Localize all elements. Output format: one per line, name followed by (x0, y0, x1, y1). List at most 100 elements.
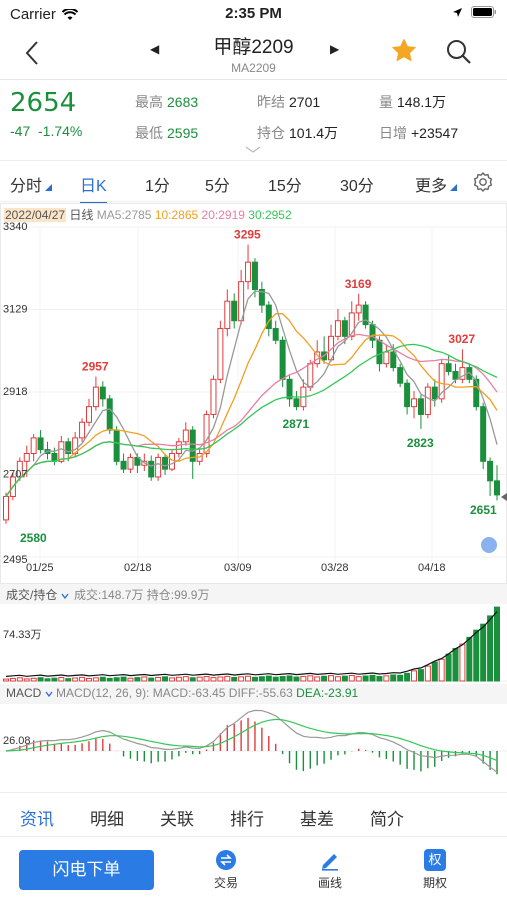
volume-bar (217, 676, 224, 682)
volume-bar (383, 675, 390, 682)
volume-bar (466, 636, 473, 682)
volume-dropdown-icon[interactable] (61, 593, 69, 600)
volume-bar (397, 674, 404, 682)
battery-icon (471, 6, 496, 18)
volume-bar (72, 677, 79, 682)
volume-bar (85, 677, 92, 682)
macd-dropdown-icon[interactable] (45, 691, 53, 698)
dropdown-corner-icon (450, 184, 458, 191)
period-tab[interactable]: 30分 (340, 172, 374, 196)
period-tab[interactable]: 5分 (205, 172, 230, 196)
draw-button[interactable]: 画线 (300, 849, 360, 891)
candle-body (417, 398, 424, 415)
open-interest-cell: 持仓 101.4万 (257, 123, 338, 143)
trade-icon (216, 850, 236, 870)
prev-settle-cell: 昨结 2701 (257, 92, 320, 112)
info-tab[interactable]: 资讯 (20, 805, 54, 840)
next-contract-icon[interactable]: ▶ (330, 42, 340, 56)
volume-legend: 成交/持仓 成交:148.7万 持仓:99.9万 (0, 584, 507, 604)
volume-bar (321, 675, 328, 682)
volume-legend-label[interactable]: 成交/持仓 (6, 588, 58, 602)
candle-body (210, 378, 217, 415)
candle-body (431, 386, 438, 400)
carrier-label: Carrier (10, 6, 56, 23)
change-percent: -1.74% (38, 123, 83, 139)
period-tab[interactable]: 1分 (145, 172, 170, 196)
volume-bar (265, 675, 272, 682)
quick-order-button[interactable]: 闪电下单 (19, 850, 154, 890)
candle-body (23, 453, 30, 462)
candle-body (162, 456, 169, 470)
volume-bar (231, 676, 238, 682)
period-tab-label: 日K (80, 178, 107, 195)
candle-body (113, 429, 120, 462)
period-tab-label: 30分 (340, 178, 374, 195)
info-tab[interactable]: 排行 (230, 810, 264, 829)
candle-body (37, 437, 44, 451)
x-axis-label: 01/25 (26, 562, 54, 574)
period-tab[interactable]: 日K (80, 172, 107, 204)
volume-bar (162, 676, 169, 682)
candle-body (362, 304, 369, 326)
candle-body (85, 406, 92, 423)
candle-body (307, 363, 314, 388)
ma10-line (5, 313, 498, 497)
candle-body (65, 441, 72, 455)
volume-label: 量 (379, 94, 393, 110)
info-tab[interactable]: 关联 (160, 810, 194, 829)
volume-bar (65, 678, 72, 682)
volume-bar (251, 676, 258, 682)
search-icon[interactable] (445, 38, 473, 66)
candle-body (224, 300, 231, 330)
volume-bar (417, 669, 424, 682)
settings-gear-icon[interactable] (472, 171, 494, 193)
carrier-group: Carrier (10, 6, 78, 23)
candle-body (265, 304, 272, 330)
macd-legend-label[interactable]: MACD (6, 686, 42, 700)
info-tab[interactable]: 明细 (90, 810, 124, 829)
volume-bar (369, 674, 376, 682)
volume-bar (127, 677, 134, 682)
quote-panel: 2654 -47 -1.74% 最高 2683 最低 2595 昨结 2701 持仓 1… (0, 80, 507, 158)
volume-bar (376, 675, 383, 682)
trade-button[interactable]: 交易 (196, 849, 256, 891)
low-annotation: 2871 (282, 417, 309, 431)
candle-body (120, 460, 127, 470)
high-cell: 最高 2683 (135, 92, 198, 112)
option-badge: 权 (428, 852, 442, 867)
legend-ma20: 20:2919 (201, 208, 245, 222)
macd-params: MACD(12, 26, 9): (56, 686, 150, 700)
volume-bar (300, 675, 307, 682)
low-cell: 最低 2595 (135, 123, 198, 143)
candle-body (99, 386, 106, 400)
favorite-star-icon[interactable] (391, 38, 417, 64)
wifi-icon (61, 8, 78, 20)
period-tab[interactable]: 更多 (415, 172, 458, 196)
period-tab[interactable]: 分时 (10, 172, 53, 196)
low-annotation: 2651 (470, 503, 497, 517)
expand-chevron-icon[interactable] (245, 146, 261, 154)
period-tabs: 分时 日K 1分 5分 15分 30分 更多 (0, 160, 507, 204)
candle-body (459, 367, 466, 380)
period-tab[interactable]: 15分 (268, 172, 302, 196)
prev-contract-icon[interactable]: ◀ (150, 42, 160, 56)
kline-legend: 2022/04/27 日线 MA5:2785 10:2865 20:2919 3… (4, 206, 292, 223)
volume-bar (182, 676, 189, 682)
x-axis-label: 03/28 (321, 562, 349, 574)
volume-bar (459, 643, 466, 682)
info-tab[interactable]: 简介 (370, 810, 404, 829)
volume-value: 148.1万 (397, 94, 447, 110)
candle-body (231, 300, 238, 322)
option-button[interactable]: 权 期权 (405, 849, 465, 891)
candle-body (127, 456, 134, 470)
volume-bar (58, 677, 65, 682)
dropdown-corner-icon (45, 184, 53, 191)
legend-ma30: 30:2952 (248, 208, 292, 222)
volume-bar (238, 676, 245, 682)
candle-body (376, 339, 383, 365)
info-tab[interactable]: 基差 (300, 810, 334, 829)
volume-bar (3, 678, 9, 682)
back-icon[interactable] (18, 38, 48, 68)
volume-bar (473, 629, 480, 682)
